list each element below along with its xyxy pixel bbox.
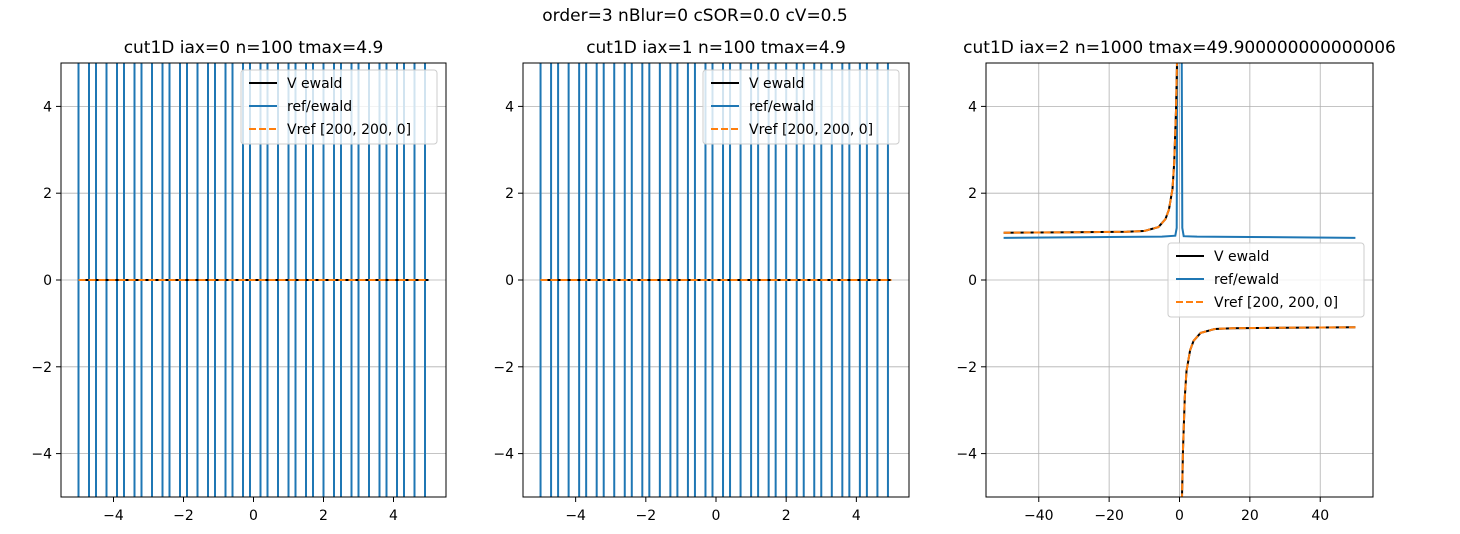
subplot-title: cut1D iax=2 n=1000 tmax=49.9000000000000… <box>963 38 1396 58</box>
x-tick-label: 0 <box>1175 508 1184 524</box>
x-tick-label: 40 <box>1311 508 1329 524</box>
legend-label: Vref [200, 200, 0] <box>749 122 873 138</box>
legend-label: ref/ewald <box>749 99 814 115</box>
y-tick-label: 2 <box>43 186 52 202</box>
series-vref-200-200-0 <box>1180 326 1356 497</box>
y-tick-label: −2 <box>956 360 977 376</box>
legend: V ewald ref/ewald Vref [200, 200, 0] <box>1167 242 1365 318</box>
y-tick-label: −4 <box>956 447 977 463</box>
x-tick-label: −2 <box>173 508 194 524</box>
legend-box <box>240 69 438 145</box>
series-vref-200-200-0 <box>1003 63 1179 234</box>
legend-label: ref/ewald <box>1214 272 1279 288</box>
x-tick-label: 2 <box>319 508 328 524</box>
legend: V ewald ref/ewald Vref [200, 200, 0] <box>702 69 900 145</box>
y-tick-label: −2 <box>493 360 514 376</box>
x-tick-label: 20 <box>1241 508 1259 524</box>
legend-label: Vref [200, 200, 0] <box>1214 295 1338 311</box>
y-tick-label: −4 <box>31 447 52 463</box>
x-tick-label: −40 <box>1024 508 1054 524</box>
legend-label: ref/ewald <box>287 99 352 115</box>
x-tick-label: 4 <box>852 508 861 524</box>
y-tick-label: 4 <box>968 99 977 115</box>
x-tick-label: −2 <box>635 508 656 524</box>
legend: V ewald ref/ewald Vref [200, 200, 0] <box>240 69 438 145</box>
legend-label: Vref [200, 200, 0] <box>287 122 411 138</box>
legend-box <box>1167 242 1365 318</box>
x-tick-label: 0 <box>249 508 258 524</box>
subplot-title: cut1D iax=1 n=100 tmax=4.9 <box>586 38 846 58</box>
x-tick-label: −20 <box>1094 508 1124 524</box>
x-tick-label: 4 <box>389 508 398 524</box>
subplot-1: −4 −2 0 2 4 −4 −2 0 2 4 cut1D iax=0 n=100 tmax=4.9… <box>31 38 447 524</box>
subplot-title: cut1D iax=0 n=100 tmax=4.9 <box>124 38 384 58</box>
y-tick-label: −2 <box>31 360 52 376</box>
y-tick-label: −4 <box>493 447 514 463</box>
subplot-2: −4 −2 0 2 4 −4 −2 0 2 4 cut1D iax=1 n=100 tmax=4.9… <box>493 38 910 524</box>
plot-area <box>77 63 429 497</box>
series-ref-ewald <box>1003 63 1356 239</box>
x-tick-label: −4 <box>103 508 124 524</box>
y-tick-label: 2 <box>505 186 514 202</box>
y-tick-label: 0 <box>968 273 977 289</box>
y-tick-label: 4 <box>505 99 514 115</box>
x-tick-label: 2 <box>782 508 791 524</box>
plot-area <box>1003 63 1356 497</box>
y-tick-label: 2 <box>968 186 977 202</box>
legend-label: V ewald <box>749 76 804 92</box>
y-tick-label: 0 <box>43 273 52 289</box>
x-tick-label: 0 <box>712 508 721 524</box>
x-tick-label: −4 <box>565 508 586 524</box>
series-v-ewald <box>1180 326 1356 497</box>
y-tick-label: 4 <box>43 99 52 115</box>
legend-label: V ewald <box>1214 249 1269 265</box>
legend-box <box>702 69 900 145</box>
figure-suptitle: order=3 nBlur=0 cSOR=0.0 cV=0.5 <box>542 6 847 26</box>
y-tick-label: 0 <box>505 273 514 289</box>
legend-label: V ewald <box>287 76 342 92</box>
